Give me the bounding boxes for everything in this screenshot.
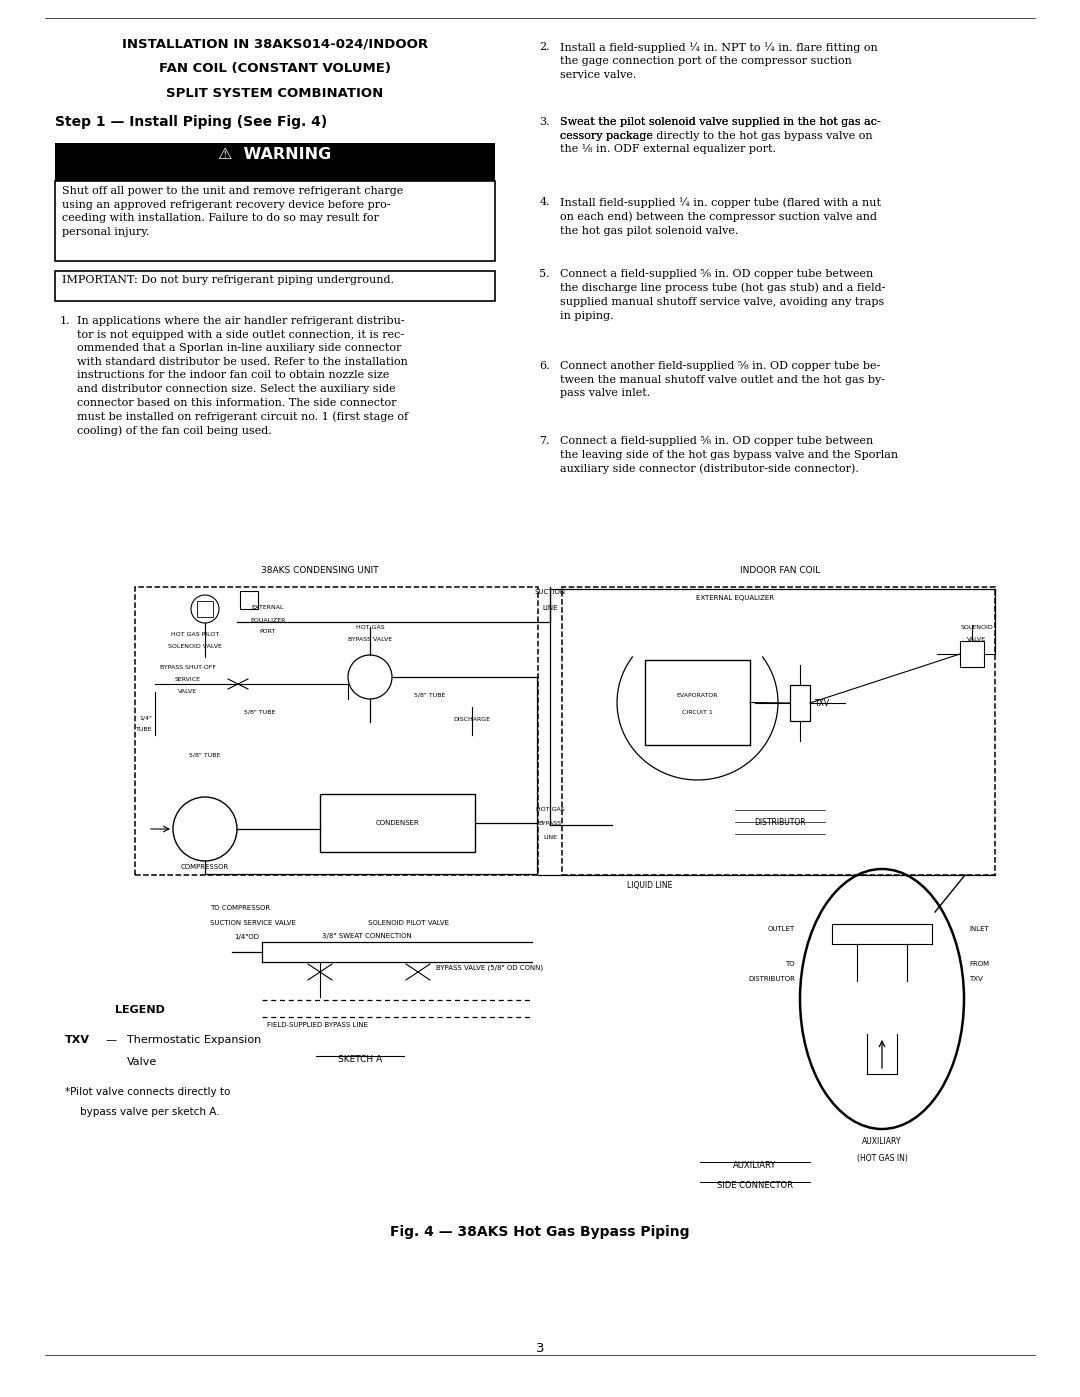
Text: INDOOR FAN COIL: INDOOR FAN COIL: [740, 566, 820, 576]
Text: FROM: FROM: [969, 961, 989, 967]
Text: 1/4"OD: 1/4"OD: [234, 935, 259, 940]
Text: 3.: 3.: [539, 117, 550, 127]
Text: SOLENOID VALVE: SOLENOID VALVE: [168, 644, 221, 650]
Text: TO: TO: [785, 961, 795, 967]
Bar: [960, 641, 984, 666]
Text: Fig. 4 — 38AKS Hot Gas Bypass Piping: Fig. 4 — 38AKS Hot Gas Bypass Piping: [390, 1225, 690, 1239]
Text: INLET: INLET: [969, 926, 989, 932]
Text: Sweat the pilot solenoid valve supplied in the hot gas ac-
cessory package: Sweat the pilot solenoid valve supplied …: [561, 117, 881, 141]
Text: —: —: [105, 1035, 117, 1045]
Text: AUXILIARY: AUXILIARY: [733, 1161, 777, 1171]
Text: AUXILIARY: AUXILIARY: [862, 1137, 902, 1146]
Text: INSTALLATION IN 38AKS014-024/INDOOR: INSTALLATION IN 38AKS014-024/INDOOR: [122, 36, 428, 50]
Text: SERVICE: SERVICE: [175, 678, 201, 682]
Text: 5/8" TUBE: 5/8" TUBE: [189, 752, 220, 757]
Text: Thermostatic Expansion: Thermostatic Expansion: [127, 1035, 261, 1045]
Bar: [55, 182, 495, 261]
Text: (HOT GAS IN): (HOT GAS IN): [856, 1154, 907, 1162]
Bar: [562, 587, 995, 875]
Text: FIELD-SUPPLIED BYPASS LINE: FIELD-SUPPLIED BYPASS LINE: [267, 1023, 368, 1028]
Text: 1/4": 1/4": [139, 715, 152, 719]
Text: SKETCH A: SKETCH A: [338, 1055, 382, 1065]
Text: Install a field-supplied ¼ in. NPT to ¼ in. flare fitting on
the gage connection: Install a field-supplied ¼ in. NPT to ¼ …: [561, 42, 878, 80]
Bar: [55, 142, 495, 182]
Text: SUCTION SERVICE VALVE: SUCTION SERVICE VALVE: [210, 921, 296, 926]
Text: LINE: LINE: [542, 605, 557, 610]
Bar: [197, 601, 213, 617]
Text: 38AKS CONDENSING UNIT: 38AKS CONDENSING UNIT: [261, 566, 379, 576]
Text: SUCTION: SUCTION: [535, 590, 566, 595]
Text: TXV: TXV: [815, 698, 831, 707]
Text: 5/8" TUBE: 5/8" TUBE: [244, 710, 275, 714]
Text: SOLENOID PILOT VALVE: SOLENOID PILOT VALVE: [368, 921, 449, 926]
Text: LEGEND: LEGEND: [114, 1004, 165, 1016]
Text: 5/8" TUBE: 5/8" TUBE: [415, 692, 446, 697]
Text: HOT GAS: HOT GAS: [536, 807, 565, 812]
Text: Step 1 — Install Piping (See Fig. 4): Step 1 — Install Piping (See Fig. 4): [55, 115, 327, 129]
Text: IMPORTANT: Do not bury refrigerant piping underground.: IMPORTANT: Do not bury refrigerant pipin…: [62, 275, 394, 285]
Text: Valve: Valve: [127, 1058, 158, 1067]
Text: LIQUID LINE: LIQUID LINE: [627, 882, 673, 890]
Text: Connect another field-supplied ⅝ in. OD copper tube be-
tween the manual shutoff: Connect another field-supplied ⅝ in. OD …: [561, 360, 885, 398]
Text: 4.: 4.: [539, 197, 550, 207]
Text: DISTRIBUTOR: DISTRIBUTOR: [748, 977, 795, 982]
Text: 3/8" SWEAT CONNECTION: 3/8" SWEAT CONNECTION: [322, 933, 411, 939]
Text: 6.: 6.: [539, 360, 550, 372]
Text: HOT GAS PILOT: HOT GAS PILOT: [171, 631, 219, 637]
Text: Sweat the pilot solenoid valve supplied in the hot gas ac-
cessory package direc: Sweat the pilot solenoid valve supplied …: [561, 117, 881, 154]
Text: SOLENOID: SOLENOID: [960, 624, 994, 630]
Text: *Pilot valve connects directly to: *Pilot valve connects directly to: [65, 1087, 230, 1097]
Text: CONDENSER: CONDENSER: [376, 820, 419, 826]
Text: bypass valve per sketch A.: bypass valve per sketch A.: [80, 1106, 219, 1118]
Text: EXTERNAL: EXTERNAL: [252, 605, 284, 610]
Text: Connect a field-supplied ⅝ in. OD copper tube between
the leaving side of the ho: Connect a field-supplied ⅝ in. OD copper…: [561, 436, 899, 474]
Text: COMPRESSOR: COMPRESSOR: [180, 863, 229, 870]
Text: In applications where the air handler refrigerant distribu-
tor is not equipped : In applications where the air handler re…: [77, 316, 408, 436]
Text: FAN COIL (CONSTANT VOLUME): FAN COIL (CONSTANT VOLUME): [159, 61, 391, 75]
Text: 3: 3: [536, 1343, 544, 1355]
Text: VALVE: VALVE: [968, 637, 986, 643]
Text: PORT: PORT: [260, 629, 276, 634]
Text: HOT GAS: HOT GAS: [355, 624, 384, 630]
Text: BYPASS VALVE (5/8" OD CONN): BYPASS VALVE (5/8" OD CONN): [436, 965, 543, 971]
Text: SPLIT SYSTEM COMBINATION: SPLIT SYSTEM COMBINATION: [166, 87, 383, 101]
Text: DISCHARGE: DISCHARGE: [454, 717, 490, 722]
Text: DISTRIBUTOR: DISTRIBUTOR: [754, 817, 806, 827]
Bar: [240, 591, 258, 609]
Text: 5.: 5.: [539, 270, 550, 279]
Text: 1.: 1.: [59, 316, 70, 326]
Text: CIRCUIT 1: CIRCUIT 1: [683, 710, 713, 715]
Text: SIDE CONNECTOR: SIDE CONNECTOR: [717, 1180, 793, 1190]
Text: BYPASS: BYPASS: [539, 821, 562, 826]
Text: TXV: TXV: [65, 1035, 90, 1045]
Bar: [645, 659, 750, 745]
Text: EXTERNAL EQUALIZER: EXTERNAL EQUALIZER: [696, 595, 774, 601]
Text: LINE: LINE: [543, 835, 557, 840]
Text: BYPASS SHUT-OFF: BYPASS SHUT-OFF: [160, 665, 216, 671]
Text: Shut off all power to the unit and remove refrigerant charge
using an approved r: Shut off all power to the unit and remov…: [62, 186, 403, 237]
Text: VALVE: VALVE: [178, 689, 198, 694]
Text: Connect a field-supplied ⅝ in. OD copper tube between
the discharge line process: Connect a field-supplied ⅝ in. OD copper…: [561, 270, 886, 321]
Bar: [135, 587, 538, 875]
Text: EVAPORATOR: EVAPORATOR: [677, 693, 718, 698]
Text: ⚠  WARNING: ⚠ WARNING: [218, 147, 332, 162]
Bar: [320, 793, 475, 852]
Text: Install field-supplied ¼ in. copper tube (flared with a nut
on each end) between: Install field-supplied ¼ in. copper tube…: [561, 197, 881, 236]
Text: 7.: 7.: [540, 436, 550, 446]
Text: 2.: 2.: [539, 42, 550, 52]
Text: OUTLET: OUTLET: [768, 926, 795, 932]
Text: TXV: TXV: [969, 977, 983, 982]
Text: Sweat the pilot solenoid valve supplied in the hot gas ac-
cessory package direc: Sweat the pilot solenoid valve supplied …: [561, 117, 881, 154]
Text: BYPASS VALVE: BYPASS VALVE: [348, 637, 392, 643]
Text: TUBE: TUBE: [135, 726, 152, 732]
Text: TO COMPRESSOR: TO COMPRESSOR: [210, 905, 270, 911]
Bar: [55, 271, 495, 300]
Bar: [789, 685, 810, 721]
Text: EQUALIZER: EQUALIZER: [251, 617, 286, 622]
